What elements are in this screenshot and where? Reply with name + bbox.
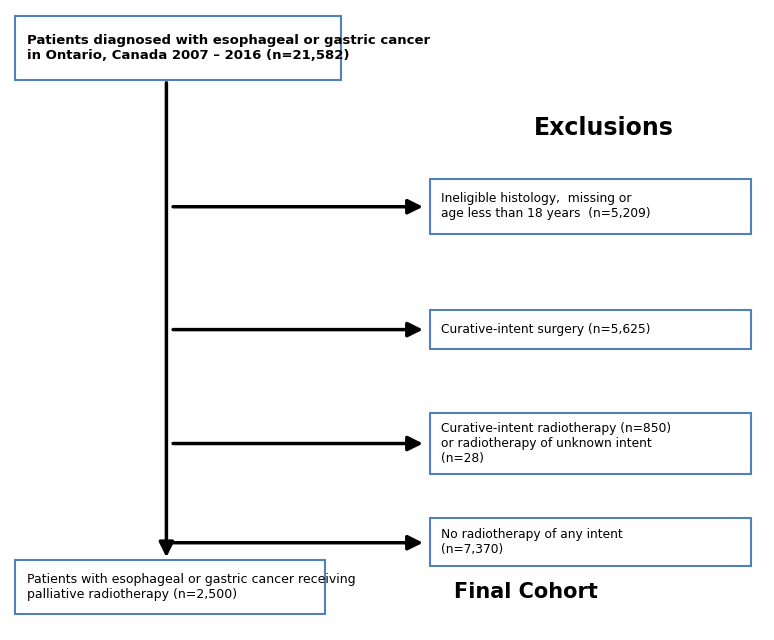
Text: Patients with esophageal or gastric cancer receiving
palliative radiotherapy (n=: Patients with esophageal or gastric canc…	[27, 573, 356, 601]
FancyBboxPatch shape	[430, 310, 751, 349]
Text: Curative-intent surgery (n=5,625): Curative-intent surgery (n=5,625)	[441, 323, 651, 336]
FancyBboxPatch shape	[430, 413, 751, 474]
Text: Ineligible histology,  missing or
age less than 18 years  (n=5,209): Ineligible histology, missing or age les…	[441, 193, 651, 220]
Text: Final Cohort: Final Cohort	[454, 582, 598, 602]
Text: Patients diagnosed with esophageal or gastric cancer
in Ontario, Canada 2007 – 2: Patients diagnosed with esophageal or ga…	[27, 34, 430, 62]
FancyBboxPatch shape	[430, 179, 751, 234]
FancyBboxPatch shape	[430, 518, 751, 566]
FancyBboxPatch shape	[15, 560, 325, 614]
Text: Curative-intent radiotherapy (n=850)
or radiotherapy of unknown intent
(n=28): Curative-intent radiotherapy (n=850) or …	[441, 422, 671, 465]
Text: Exclusions: Exclusions	[534, 116, 673, 140]
Text: No radiotherapy of any intent
(n=7,370): No radiotherapy of any intent (n=7,370)	[441, 529, 623, 556]
FancyBboxPatch shape	[15, 16, 341, 80]
